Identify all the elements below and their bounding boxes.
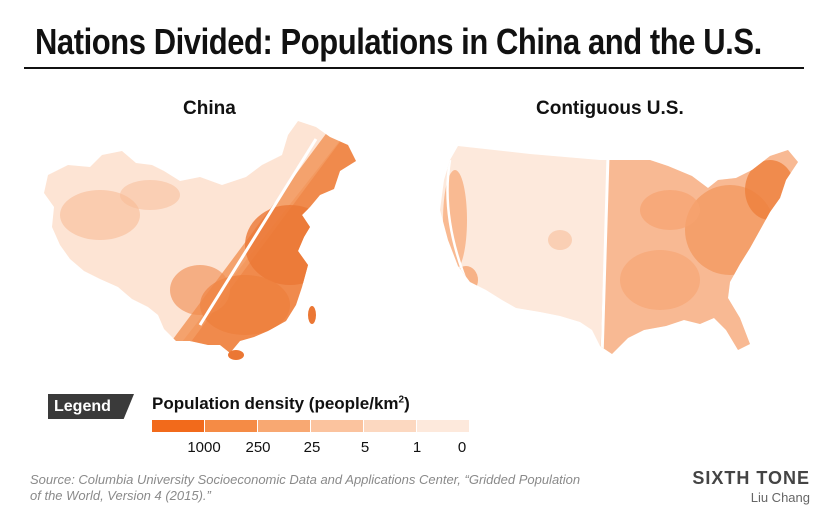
- legend-swatch: [417, 420, 469, 432]
- legend-swatch: [311, 420, 363, 432]
- legend-swatch: [258, 420, 310, 432]
- legend-tick-label: 5: [360, 439, 370, 456]
- brand-author: Liu Chang: [750, 490, 810, 505]
- legend-swatch: [152, 420, 204, 432]
- china-divider-line: [198, 138, 318, 326]
- title-underline: [24, 67, 804, 69]
- legend-swatches: [152, 420, 470, 432]
- china-map: [44, 121, 356, 360]
- hainan-island: [228, 350, 244, 360]
- legend-tag: Legend: [48, 394, 134, 419]
- taiwan-island: [308, 306, 316, 324]
- legend-swatch: [205, 420, 257, 432]
- legend-tick-label: 1000: [187, 439, 221, 456]
- legend-swatch: [364, 420, 416, 432]
- brand-block: SIXTH TONE Liu Chang: [692, 468, 810, 505]
- us-map-label: Contiguous U.S.: [536, 98, 684, 119]
- chart-title: Nations Divided: Populations in China an…: [35, 21, 762, 62]
- source-note: Source: Columbia University Socioeconomi…: [30, 472, 581, 503]
- brand-name: SIXTH TONE: [692, 468, 810, 488]
- us-map: [440, 146, 798, 354]
- us-divider-line: [600, 155, 610, 354]
- legend-tick-label: 1: [412, 439, 422, 456]
- legend-tick-label: 250: [245, 439, 271, 456]
- china-map-label: China: [183, 98, 236, 119]
- legend-ticks: 1000 250 25 5 1 0: [152, 439, 482, 461]
- legend-tick-label: 0: [457, 439, 467, 456]
- legend-title: Population density (people/km2): [152, 394, 410, 413]
- legend-tick-label: 25: [303, 439, 321, 456]
